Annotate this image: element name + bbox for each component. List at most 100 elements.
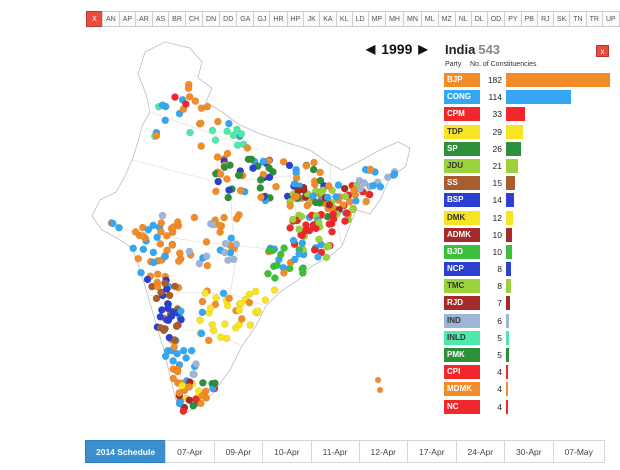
- constituency-dot[interactable]: [201, 289, 210, 297]
- constituency-dot[interactable]: [285, 161, 294, 170]
- constituency-dot[interactable]: [254, 307, 262, 316]
- constituency-dot[interactable]: [211, 136, 220, 144]
- constituency-dot[interactable]: [235, 306, 244, 315]
- constituency-dot[interactable]: [137, 268, 145, 277]
- constituency-dot[interactable]: [365, 190, 374, 199]
- state-tab-ka[interactable]: KA: [319, 11, 337, 27]
- constituency-dot[interactable]: [334, 181, 343, 189]
- constituency-dot[interactable]: [211, 379, 219, 388]
- constituency-dot[interactable]: [264, 269, 272, 278]
- constituency-dot[interactable]: [175, 257, 183, 265]
- constituency-dot[interactable]: [256, 184, 265, 192]
- constituency-dot[interactable]: [309, 165, 318, 174]
- constituency-dot[interactable]: [350, 186, 358, 194]
- constituency-dot[interactable]: [199, 378, 207, 387]
- party-row[interactable]: BJP 182: [444, 72, 620, 89]
- constituency-dot[interactable]: [157, 219, 166, 227]
- state-tab-mh[interactable]: MH: [385, 11, 404, 27]
- state-tab-rj[interactable]: RJ: [536, 11, 554, 27]
- constituency-dot[interactable]: [153, 282, 162, 291]
- constituency-dot[interactable]: [171, 93, 179, 101]
- constituency-dot[interactable]: [225, 119, 233, 128]
- constituency-dot[interactable]: [175, 389, 184, 397]
- constituency-dot[interactable]: [190, 370, 198, 379]
- constituency-dot[interactable]: [309, 192, 317, 200]
- constituency-dot[interactable]: [187, 346, 196, 355]
- constituency-dot[interactable]: [152, 131, 161, 140]
- constituency-dot[interactable]: [203, 261, 212, 270]
- constituency-dot[interactable]: [221, 320, 229, 328]
- state-tab-dl[interactable]: DL: [470, 11, 488, 27]
- state-tab-an[interactable]: AN: [102, 11, 120, 27]
- state-tab-tr[interactable]: TR: [585, 11, 603, 27]
- constituency-dot[interactable]: [237, 315, 246, 323]
- constituency-dot[interactable]: [212, 187, 220, 196]
- party-row[interactable]: NCP 8: [444, 261, 620, 278]
- party-badge[interactable]: PMK: [444, 348, 480, 362]
- constituency-dot[interactable]: [174, 321, 182, 329]
- constituency-dot[interactable]: [223, 149, 232, 158]
- constituency-dot[interactable]: [131, 228, 140, 236]
- constituency-dot[interactable]: [257, 193, 265, 202]
- constituency-dot[interactable]: [324, 182, 333, 190]
- constituency-dot[interactable]: [295, 250, 303, 258]
- constituency-dot[interactable]: [173, 218, 182, 226]
- constituency-dot[interactable]: [314, 218, 323, 227]
- constituency-dot[interactable]: [185, 93, 194, 101]
- constituency-dot[interactable]: [173, 367, 182, 376]
- constituency-dot[interactable]: [197, 142, 205, 150]
- constituency-dot[interactable]: [232, 240, 240, 248]
- constituency-dot[interactable]: [144, 225, 153, 234]
- party-badge[interactable]: CONG: [444, 90, 480, 105]
- constituency-dot[interactable]: [190, 213, 199, 222]
- constituency-dot[interactable]: [316, 176, 325, 185]
- state-tab-hr[interactable]: HR: [269, 11, 288, 27]
- state-tab-dd[interactable]: DD: [219, 11, 238, 27]
- party-row[interactable]: INLD 5: [444, 330, 620, 347]
- party-row[interactable]: ADMK 10: [444, 227, 620, 244]
- party-badge[interactable]: BJD: [444, 244, 480, 259]
- constituency-dot[interactable]: [185, 383, 193, 391]
- schedule-date-tab[interactable]: 07-Apr: [165, 440, 215, 463]
- constituency-dot[interactable]: [316, 168, 324, 177]
- constituency-dot[interactable]: [224, 256, 232, 264]
- constituency-dot[interactable]: [302, 221, 310, 229]
- constituency-dot[interactable]: [168, 241, 177, 249]
- constituency-dot[interactable]: [186, 128, 194, 137]
- constituency-dot[interactable]: [246, 321, 255, 329]
- constituency-dot[interactable]: [324, 242, 333, 250]
- constituency-dot[interactable]: [223, 175, 231, 183]
- party-row[interactable]: PMK 5: [444, 347, 620, 364]
- constituency-dot[interactable]: [170, 343, 178, 351]
- state-tab-py[interactable]: PY: [504, 11, 522, 27]
- constituency-dot[interactable]: [225, 294, 233, 303]
- state-tab-mp[interactable]: MP: [367, 11, 387, 27]
- constituency-dot[interactable]: [298, 231, 306, 240]
- constituency-dot[interactable]: [292, 192, 301, 201]
- constituency-dot[interactable]: [156, 312, 165, 321]
- state-tab-od[interactable]: OD: [486, 11, 506, 27]
- constituency-dot[interactable]: [220, 248, 229, 257]
- constituency-dot[interactable]: [227, 234, 235, 242]
- constituency-dot[interactable]: [325, 220, 334, 228]
- schedule-date-tab[interactable]: 24-Apr: [455, 440, 506, 463]
- state-tab-as[interactable]: AS: [151, 11, 170, 27]
- constituency-dot[interactable]: [161, 352, 170, 361]
- constituency-dot[interactable]: [289, 215, 297, 224]
- party-badge[interactable]: JDU: [444, 158, 480, 173]
- constituency-dot[interactable]: [164, 300, 173, 309]
- constituency-dot[interactable]: [192, 360, 200, 368]
- constituency-dot[interactable]: [352, 197, 360, 205]
- state-tab-nl[interactable]: NL: [454, 11, 472, 27]
- constituency-dot[interactable]: [225, 186, 233, 194]
- constituency-dot[interactable]: [376, 182, 385, 191]
- constituency-dot[interactable]: [157, 288, 165, 297]
- constituency-dot[interactable]: [169, 357, 177, 365]
- party-badge[interactable]: IND: [444, 313, 480, 328]
- constituency-dot[interactable]: [323, 193, 332, 202]
- constituency-dot[interactable]: [195, 259, 204, 268]
- party-row[interactable]: RJD 7: [444, 295, 620, 312]
- constituency-dot[interactable]: [249, 164, 257, 172]
- constituency-dot[interactable]: [160, 326, 168, 335]
- constituency-dot[interactable]: [322, 253, 331, 262]
